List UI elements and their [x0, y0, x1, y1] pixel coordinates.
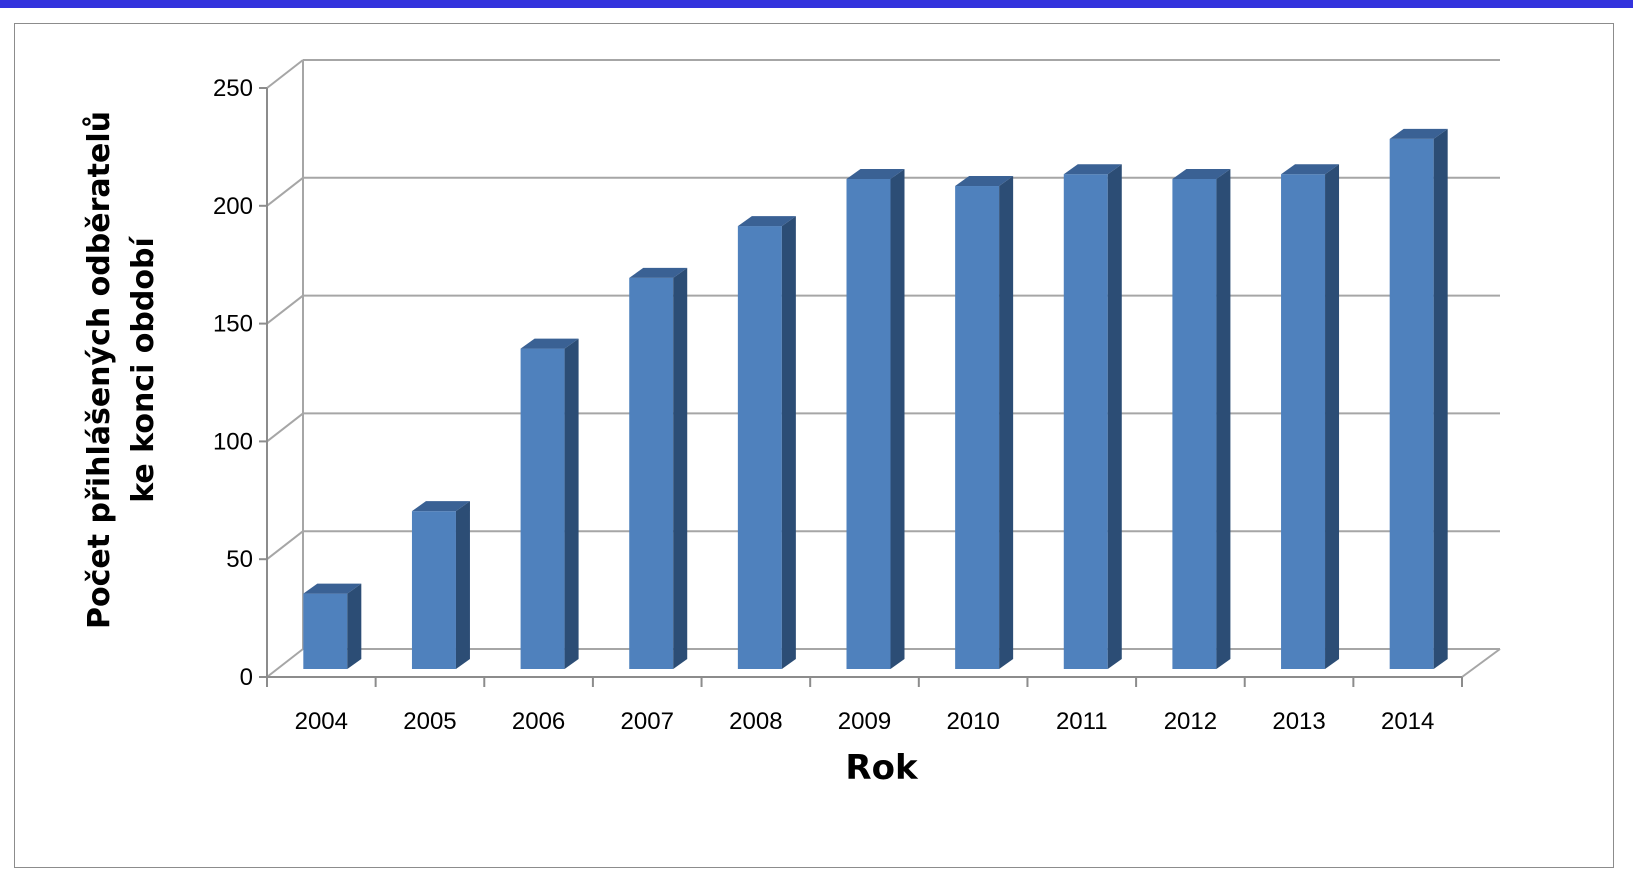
bar-2004	[303, 583, 362, 669]
bar-top	[846, 168, 905, 179]
bar-2012	[1172, 168, 1231, 669]
bar-front	[1063, 174, 1108, 670]
y-tick-label: 150	[213, 311, 253, 338]
x-tick-label-2013: 2013	[1272, 708, 1325, 735]
y-tick-label: 0	[240, 664, 253, 691]
bar-side	[1325, 164, 1340, 670]
bar-top	[303, 583, 362, 594]
bar-front	[1281, 174, 1326, 670]
bar-top	[1389, 128, 1448, 139]
bar-front	[846, 178, 891, 669]
grid-depth-line	[266, 412, 304, 443]
bar-top	[411, 501, 470, 512]
x-tick-label-2004: 2004	[295, 708, 348, 735]
bar-2013	[1281, 164, 1340, 670]
bar-top	[955, 176, 1014, 187]
grid-depth-line	[266, 648, 304, 678]
bar-front	[737, 226, 782, 669]
x-tick-label-2005: 2005	[403, 708, 456, 735]
y-tick-label: 250	[213, 75, 253, 102]
y-tick-label: 100	[213, 428, 253, 455]
bar-2009	[846, 168, 905, 669]
x-tick-label-2010: 2010	[946, 708, 999, 735]
bars	[303, 128, 1448, 670]
x-tick-label-2011: 2011	[1056, 708, 1108, 735]
y-axis-title: Počet přihlášených odběratelů ke konci o…	[62, 60, 182, 680]
bar-2006	[520, 338, 579, 669]
bar-front	[303, 593, 348, 669]
tick-labels: 0 50 100 150 200 250 2004 2005 2006 2007 2008 2009 2…	[213, 75, 1434, 735]
y-axis-title-line-2: ke konci období	[126, 237, 161, 503]
axes	[259, 87, 1463, 687]
bar-side	[673, 267, 688, 669]
bar-2005	[411, 501, 470, 669]
y-axis-title-line-1: Počet přihlášených odběratelů	[82, 111, 117, 629]
bar-front	[411, 511, 456, 669]
grid-depth-line	[266, 294, 304, 325]
grid-depth-line	[266, 59, 304, 89]
bar-side	[347, 583, 362, 669]
bar-front	[629, 277, 674, 669]
bar-2008	[737, 216, 796, 669]
bar-side	[455, 501, 470, 669]
bar-side	[890, 168, 905, 669]
bar-top	[520, 338, 579, 349]
x-tick-label-2008: 2008	[729, 708, 782, 735]
bar-front	[520, 348, 565, 669]
header-accent-bar	[0, 0, 1633, 8]
grid-depth-line	[266, 530, 304, 560]
chart-frame	[14, 23, 1614, 868]
x-tick-label-2012: 2012	[1164, 708, 1217, 735]
floor-edge	[1461, 648, 1501, 678]
bar-2010	[955, 176, 1014, 669]
x-tick-label-2014: 2014	[1381, 708, 1434, 735]
bar-side	[999, 176, 1014, 669]
bar-2011	[1063, 164, 1122, 670]
bar-side	[1433, 128, 1448, 669]
bar-side	[1107, 164, 1122, 670]
x-tick-label-2006: 2006	[512, 708, 565, 735]
x-tick-label-2009: 2009	[838, 708, 891, 735]
bar-side	[781, 216, 796, 669]
bar-2007	[629, 267, 688, 669]
bar-2014	[1389, 128, 1448, 669]
y-tick-label: 50	[226, 546, 253, 573]
bar-front	[1389, 138, 1434, 669]
bar-front	[955, 186, 1000, 669]
x-tick-label-2007: 2007	[621, 708, 674, 735]
bar-side	[1216, 168, 1231, 669]
bar-side	[564, 338, 579, 669]
grid-depth-line	[266, 177, 304, 207]
bar-top	[1281, 164, 1340, 175]
bar-front	[1172, 178, 1217, 669]
bar-top	[1063, 164, 1122, 175]
x-axis-title: Rok	[845, 748, 918, 788]
bar-top	[629, 267, 688, 278]
bar-top	[1172, 168, 1231, 179]
bar-top	[737, 216, 796, 227]
y-tick-label: 200	[213, 193, 253, 220]
